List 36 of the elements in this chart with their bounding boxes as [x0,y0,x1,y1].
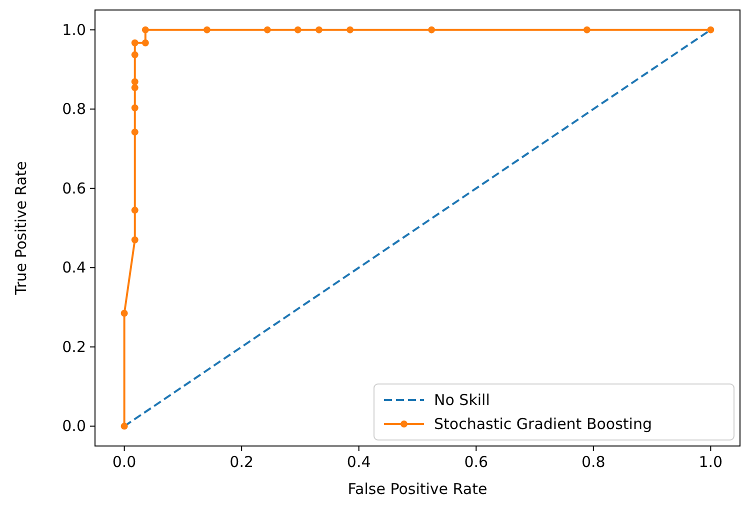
point [142,26,149,34]
point [203,26,210,34]
point [142,39,149,46]
x-axis-title: False Positive Rate [348,480,488,498]
point [131,104,138,112]
point [131,128,138,136]
y-tick-label: 0.8 [62,100,86,118]
point [131,39,138,46]
point [428,26,436,34]
y-tick-label: 1.0 [62,20,86,39]
point [294,26,302,34]
point [315,26,322,34]
point [131,84,138,92]
y-tick-label: 0.4 [62,258,86,277]
y-tick-label: 0.0 [62,417,86,436]
point [264,26,271,34]
x-tick-label: 1.0 [698,453,723,471]
point [120,310,128,317]
point [131,206,138,214]
x-tick-label: 0.0 [112,453,136,471]
y-tick-label: 0.6 [62,179,86,198]
y-tick-label: 0.2 [62,338,86,356]
legend-label: Stochastic Gradient Boosting [434,415,652,433]
point [346,26,354,34]
point [583,26,590,34]
point [120,422,128,430]
x-tick-label: 0.4 [346,453,371,471]
legend-label: No Skill [434,391,490,409]
point [131,236,138,244]
x-tick-label: 0.6 [464,453,488,471]
x-tick-label: 0.8 [581,453,606,471]
y-axis-title: True Positive Rate [12,161,30,296]
point [131,78,138,86]
point [707,26,714,34]
x-tick-label: 0.2 [230,453,254,471]
point [131,51,138,58]
